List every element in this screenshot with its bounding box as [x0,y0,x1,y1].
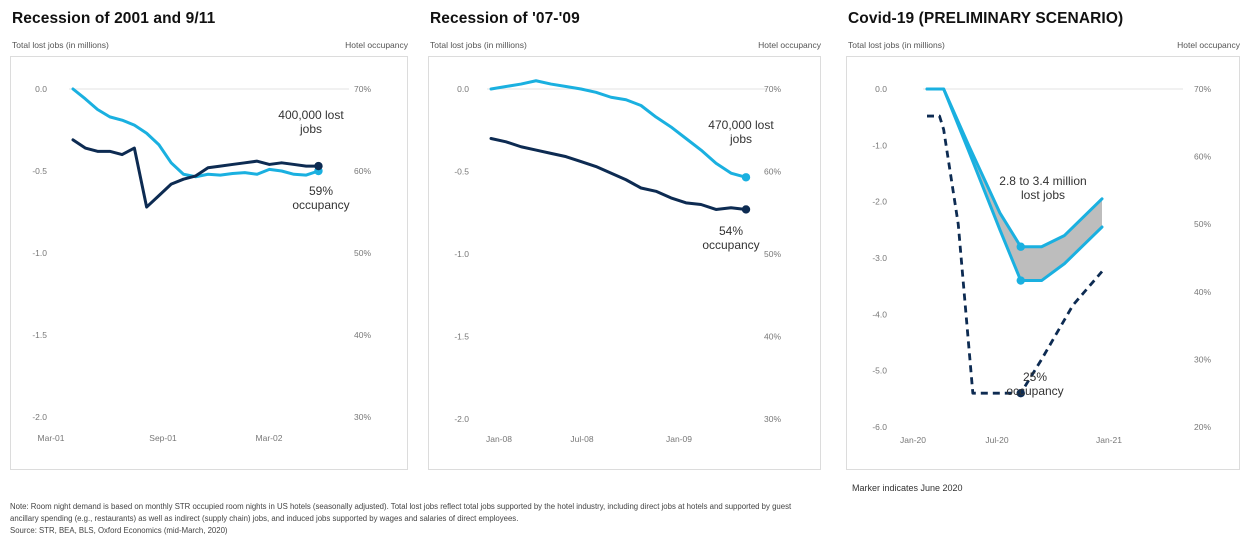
annotation-line: 400,000 lost [278,108,344,122]
right-tick-label: 70% [1194,84,1211,94]
left-tick-label: -5.0 [872,366,887,376]
jobs-range-band [927,89,1102,281]
annotation-line: jobs [299,122,322,136]
chart-annotation: 400,000 lost jobs [278,108,344,136]
chart-title: Recession of '07-'09 [430,10,580,27]
left-tick-label: -1.5 [454,332,469,342]
footnote-line-2: ancillary spending (e.g., restaurants) a… [10,514,519,523]
right-tick-label: 40% [354,330,371,340]
right-tick-label: 50% [764,249,781,259]
jobs-upper-june-marker [1016,242,1025,251]
annotation-line: occupancy [292,198,349,212]
chart-svg: 0.0 -0.5 -1.0 -1.5 -2.0 70% 60% 50% 40% 30% Mar-01… [32,84,371,443]
left-tick-label: -1.5 [32,330,47,340]
right-axis-label: Hotel occupancy [1177,40,1240,50]
left-tick-label: -2.0 [872,197,887,207]
right-tick-label: 60% [1194,152,1211,162]
right-axis-label: Hotel occupancy [758,40,821,50]
footnote-line-1: Note: Room night demand is based on mont… [10,502,792,511]
right-tick-label: 70% [354,84,371,94]
left-tick-label: -4.0 [872,309,887,319]
occupancy-dashed-line [927,114,1104,395]
footnote-source: Source: STR, BEA, BLS, Oxford Economics … [10,526,228,535]
annotation-line: occupancy [1006,384,1063,398]
annotation-line: 470,000 lost [708,118,774,132]
right-tick-label: 30% [354,412,371,422]
right-tick-label: 50% [1194,219,1211,229]
x-tick-label: Jul-20 [985,435,1008,445]
chart-plot-box: 0.0 -1.0 -2.0 -3.0 -4.0 -5.0 -6.0 70% 60% 50% 40% 3… [846,56,1240,470]
annotation-line: 2.8 to 3.4 million [999,174,1086,188]
chart-plot-box: 0.0 -0.5 -1.0 -1.5 -2.0 70% 60% 50% 40% 30% Jan-08… [428,56,821,470]
left-tick-label: 0.0 [457,84,469,94]
left-tick-label: -0.5 [454,167,469,177]
left-tick-label: -1.0 [32,248,47,258]
right-tick-label: 40% [1194,287,1211,297]
occupancy-end-marker [741,173,751,182]
x-tick-label: Sep-01 [149,433,177,443]
left-tick-label: 0.0 [875,84,887,94]
x-tick-label: Jan-20 [900,435,926,445]
chart-title: Recession of 2001 and 9/11 [12,10,216,27]
left-tick-label: -1.0 [872,140,887,150]
left-axis-label: Total lost jobs (in millions) [12,40,109,50]
chart-title: Covid-19 (PRELIMINARY SCENARIO) [848,10,1124,27]
annotation-line: 54% [719,224,743,238]
x-tick-label: Jan-09 [666,434,692,444]
right-axis-label: Hotel occupancy [345,40,408,50]
x-tick-label: Jan-08 [486,434,512,444]
occupancy-june-marker [1016,389,1025,398]
x-tick-label: Jul-08 [570,434,593,444]
chart-plot-box: 0.0 -0.5 -1.0 -1.5 -2.0 70% 60% 50% 40% 30% Mar-01… [10,56,408,470]
jobs-series-line [489,137,748,211]
right-tick-label: 30% [1194,354,1211,364]
left-tick-label: -0.5 [32,166,47,176]
left-tick-label: 0.0 [35,84,47,94]
left-tick-label: -6.0 [872,422,887,432]
annotation-line: 25% [1023,370,1047,384]
chart-svg: 0.0 -1.0 -2.0 -3.0 -4.0 -5.0 -6.0 70% 60% 50% 40% 3… [872,84,1211,445]
marker-note: Marker indicates June 2020 [852,483,963,493]
x-tick-label: Jan-21 [1096,435,1122,445]
right-tick-label: 60% [764,167,781,177]
right-tick-label: 50% [354,248,371,258]
chart-annotation: 25% occupancy [1006,370,1063,398]
chart-annotation: 470,000 lost jobs [708,118,774,146]
chart-svg: 0.0 -0.5 -1.0 -1.5 -2.0 70% 60% 50% 40% 30% Jan-08… [454,79,781,444]
left-axis-label: Total lost jobs (in millions) [848,40,945,50]
left-tick-label: -1.0 [454,249,469,259]
chart-annotation: 59% occupancy [292,184,349,212]
left-tick-label: -2.0 [454,414,469,424]
x-tick-label: Mar-02 [256,433,283,443]
left-tick-label: -2.0 [32,412,47,422]
right-tick-label: 40% [764,332,781,342]
annotation-line: jobs [729,132,752,146]
annotation-line: 59% [309,184,333,198]
right-tick-label: 30% [764,414,781,424]
annotation-line: occupancy [702,238,759,252]
chart-annotation: 2.8 to 3.4 million lost jobs [999,174,1086,202]
left-axis-label: Total lost jobs (in millions) [430,40,527,50]
jobs-lower-june-marker [1016,276,1025,285]
jobs-lower-line [925,87,1104,283]
left-tick-label: -3.0 [872,253,887,263]
jobs-end-marker [314,161,323,171]
right-tick-label: 70% [764,84,781,94]
right-tick-label: 20% [1194,422,1211,432]
x-tick-label: Mar-01 [38,433,65,443]
chart-annotation: 54% occupancy [702,224,759,252]
annotation-line: lost jobs [1021,188,1065,202]
right-tick-label: 60% [354,166,371,176]
occupancy-series-line [489,79,748,179]
jobs-series-line [71,138,320,209]
jobs-end-marker [741,205,751,214]
